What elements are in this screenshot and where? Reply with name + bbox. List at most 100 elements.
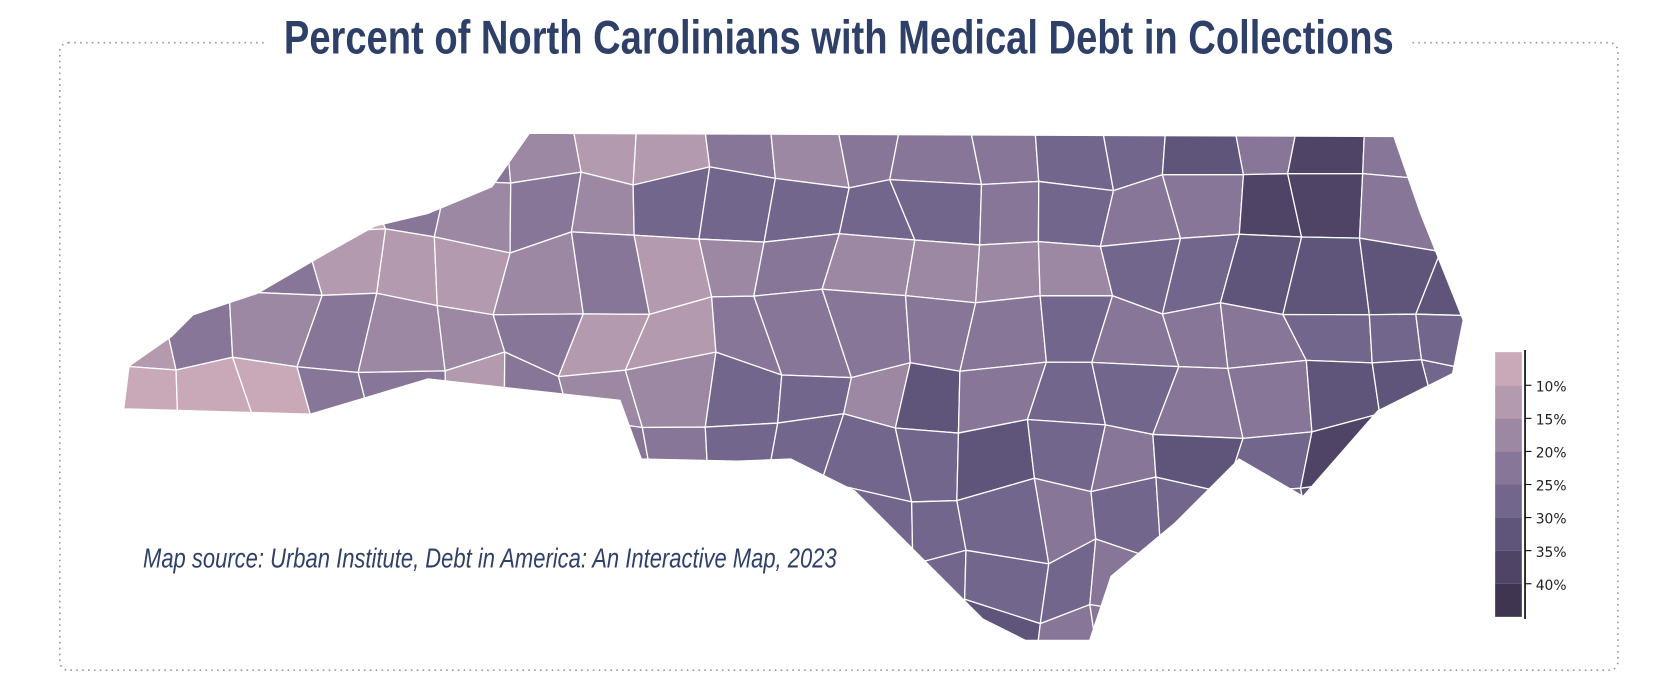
county (1364, 601, 1440, 641)
map (123, 117, 1564, 675)
county (303, 179, 387, 234)
county (1492, 613, 1564, 675)
county (636, 616, 705, 641)
county (123, 234, 162, 304)
county (1165, 601, 1234, 641)
county (366, 133, 448, 187)
county (494, 416, 570, 495)
county (371, 427, 449, 503)
state-outline (123, 132, 1464, 641)
county (232, 170, 315, 243)
county (123, 611, 179, 641)
county (763, 177, 850, 243)
county (1430, 601, 1464, 641)
county (1497, 117, 1563, 189)
legend-swatch (1495, 451, 1522, 485)
county (885, 598, 969, 641)
county (1362, 133, 1446, 182)
county (504, 133, 582, 184)
legend-swatch (1495, 484, 1522, 518)
county (974, 240, 1041, 304)
county (828, 560, 915, 626)
county (123, 364, 179, 438)
county (768, 600, 837, 641)
county (292, 416, 377, 503)
county (1378, 412, 1441, 485)
county (1224, 487, 1315, 560)
county (437, 603, 506, 641)
county (1298, 598, 1376, 641)
legend-label: 20% (1536, 446, 1567, 462)
county (123, 178, 161, 242)
county (1430, 133, 1464, 191)
county (888, 133, 983, 186)
county (1033, 603, 1102, 641)
county (1227, 359, 1313, 440)
county (641, 426, 710, 498)
county (157, 170, 243, 243)
county (1286, 133, 1366, 175)
county (1415, 313, 1464, 380)
county (1161, 133, 1245, 176)
county (173, 610, 242, 641)
county (357, 370, 448, 440)
county (437, 133, 512, 184)
county (232, 133, 315, 181)
title: Percent of North Carolinians with Medica… (284, 10, 1394, 63)
county (904, 239, 981, 304)
county (1485, 179, 1564, 250)
legend-label: 40% (1536, 578, 1567, 594)
county (1427, 428, 1464, 485)
county (123, 477, 172, 552)
county (978, 180, 1040, 246)
legend-label: 10% (1536, 379, 1567, 395)
county (159, 234, 243, 302)
county (1299, 476, 1382, 560)
county (1354, 476, 1442, 545)
legend-swatch (1495, 418, 1522, 452)
county (828, 601, 903, 641)
county (225, 416, 312, 479)
county (1155, 476, 1241, 562)
county (427, 417, 505, 495)
county (1302, 542, 1376, 616)
county (500, 603, 575, 641)
legend-swatch (1495, 385, 1522, 419)
county (123, 299, 177, 371)
county (1221, 556, 1315, 603)
county (123, 426, 180, 490)
legend-label: 30% (1536, 512, 1567, 528)
county (158, 417, 255, 480)
county (1033, 133, 1115, 192)
county (1160, 556, 1241, 619)
county (570, 604, 651, 641)
county (1368, 313, 1423, 364)
county (123, 133, 175, 192)
county (305, 133, 374, 187)
legend-swatch (1495, 517, 1522, 551)
county (821, 233, 916, 297)
county (698, 166, 777, 243)
county (697, 601, 783, 641)
legend: 10% 15% 20% 25% 30% 35% 40% (1495, 350, 1567, 619)
county (1221, 598, 1304, 641)
legend-label: 25% (1536, 479, 1567, 495)
county (1354, 539, 1442, 616)
legend-swatch (1495, 550, 1522, 584)
county (305, 605, 386, 641)
county (371, 605, 446, 641)
county (1485, 241, 1564, 316)
county (239, 610, 319, 641)
county (157, 133, 241, 192)
county (768, 133, 850, 189)
map-source: Map source: Urban Institute, Debt in Ame… (143, 543, 837, 574)
legend-label: 15% (1536, 412, 1567, 428)
title-backdrop (267, 5, 1410, 70)
county (1439, 180, 1464, 253)
legend-label: 35% (1536, 545, 1567, 561)
legend-swatch (1495, 352, 1522, 386)
legend-swatch (1495, 583, 1522, 617)
county (562, 485, 654, 552)
county (375, 228, 438, 307)
